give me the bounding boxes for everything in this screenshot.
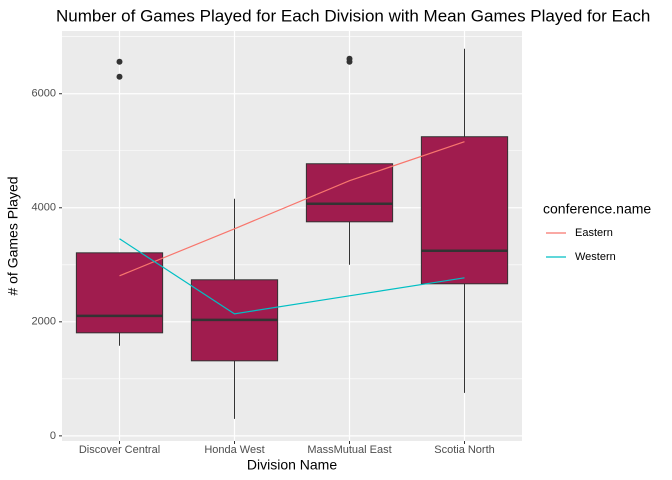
outlier [346,58,353,65]
legend-label: Western [575,251,616,263]
legend-title: conference.name [543,201,651,217]
chart-title: Number of Games Played for Each Division… [56,6,650,25]
y-tick-label: 6000 [32,88,56,100]
outlier [116,73,123,80]
x-tick-label: Discover Central [79,444,160,456]
x-tick-label: MassMutual East [307,444,391,456]
x-axis-title: Division Name [247,457,337,473]
y-axis-title: # of Games Played [5,176,21,295]
x-tick-label: Scotia North [434,444,495,456]
mean-line [119,238,465,315]
y-tick-label: 4000 [32,202,56,214]
outlier [116,58,123,65]
y-tick-label: 0 [50,430,56,442]
box [75,252,164,334]
x-tick-label: Honda West [204,444,264,456]
mean-line [119,141,465,277]
box [420,136,509,285]
legend-label: Eastern [575,227,613,239]
y-tick-label: 2000 [32,316,56,328]
